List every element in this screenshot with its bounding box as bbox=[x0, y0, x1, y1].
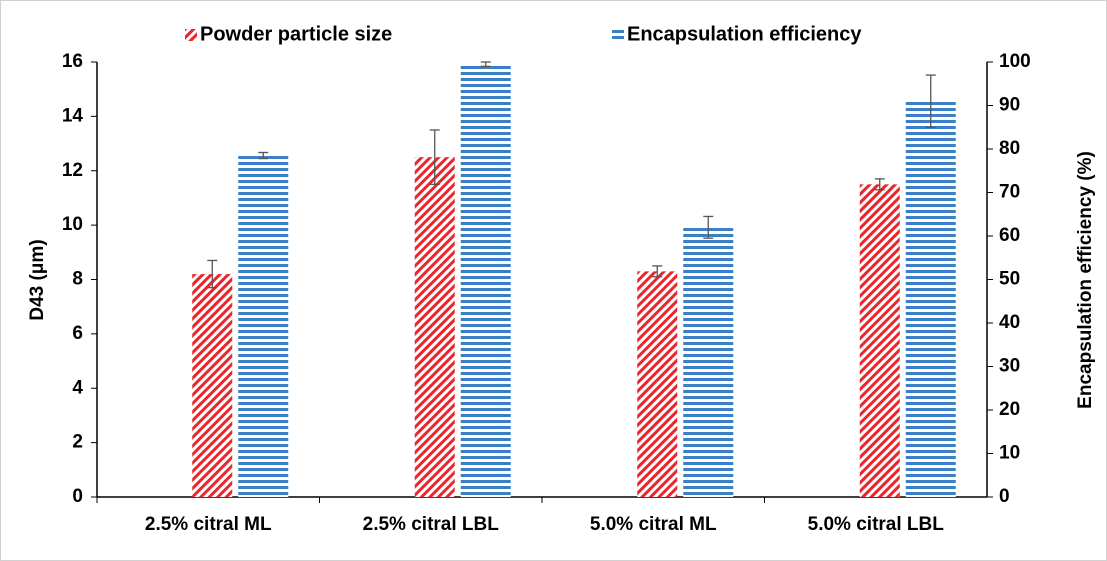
y2-tick-label: 0 bbox=[999, 486, 1010, 507]
x-tick-label: 5.0% citral ML bbox=[590, 514, 717, 535]
error-bar bbox=[703, 215, 714, 239]
legend-label: Encapsulation efficiency bbox=[627, 23, 862, 45]
y-tick-label: 16 bbox=[62, 51, 83, 72]
error-bar bbox=[429, 129, 440, 185]
y-tick-label: 12 bbox=[62, 160, 83, 181]
error-bar bbox=[874, 178, 885, 191]
bar bbox=[859, 184, 900, 497]
legend-label: Powder particle size bbox=[200, 23, 392, 45]
y-tick-label: 0 bbox=[72, 486, 83, 507]
y2-tick-label: 10 bbox=[999, 443, 1020, 464]
bar bbox=[192, 274, 233, 497]
error-bar bbox=[258, 151, 269, 160]
bar bbox=[238, 155, 289, 497]
error-bar bbox=[480, 61, 491, 67]
x-tick-label: 5.0% citral LBL bbox=[808, 514, 945, 535]
y-tick-label: 2 bbox=[72, 432, 83, 453]
y2-tick-label: 20 bbox=[999, 399, 1020, 420]
error-bar bbox=[207, 259, 218, 289]
bar bbox=[905, 101, 956, 498]
y2-tick-label: 30 bbox=[999, 356, 1020, 377]
y-tick-label: 10 bbox=[62, 214, 83, 235]
y-axis-label: D43 (μm) bbox=[27, 239, 48, 320]
x-tick-label: 2.5% citral ML bbox=[145, 514, 272, 535]
y2-tick-label: 100 bbox=[999, 51, 1031, 72]
y2-axis-label: Encapsulation efficiency (%) bbox=[1075, 151, 1096, 409]
legend-swatch bbox=[612, 29, 624, 41]
legend-swatch bbox=[185, 29, 197, 41]
bar bbox=[637, 271, 678, 497]
y-tick-label: 4 bbox=[72, 377, 83, 398]
y-tick-label: 8 bbox=[72, 269, 83, 290]
y2-tick-label: 80 bbox=[999, 138, 1020, 159]
y-tick-label: 14 bbox=[62, 105, 84, 126]
y2-tick-label: 60 bbox=[999, 225, 1020, 246]
y2-tick-label: 50 bbox=[999, 269, 1020, 290]
bar bbox=[414, 157, 455, 497]
y2-tick-label: 40 bbox=[999, 312, 1020, 333]
error-bar bbox=[652, 265, 663, 278]
error-bar bbox=[925, 74, 936, 128]
x-tick-label: 2.5% citral LBL bbox=[363, 514, 500, 535]
y2-tick-label: 90 bbox=[999, 95, 1020, 116]
bar bbox=[460, 64, 511, 498]
y2-tick-label: 70 bbox=[999, 182, 1020, 203]
bar bbox=[683, 227, 734, 498]
y-tick-label: 6 bbox=[72, 323, 83, 344]
